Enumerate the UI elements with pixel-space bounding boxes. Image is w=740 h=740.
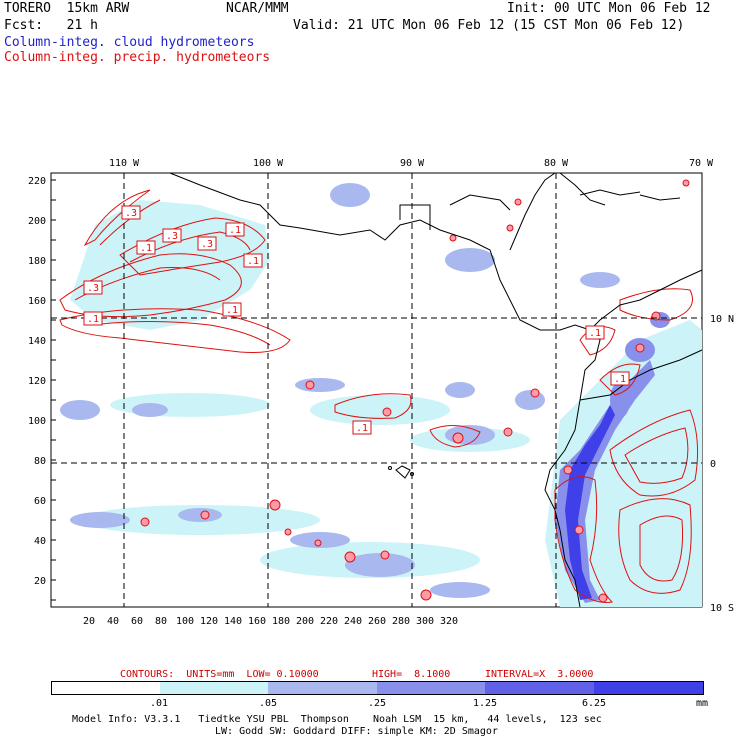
svg-text:.1: .1 <box>140 243 152 254</box>
y-tick-label: 200 <box>28 216 46 227</box>
colorbar-segment <box>268 682 377 694</box>
lon-label-90w: 90 W <box>400 158 425 169</box>
colorbar-segment <box>594 682 703 694</box>
x-tick-label: 40 <box>107 616 119 627</box>
x-tick-label: 320 <box>440 616 458 627</box>
lon-label-80w: 80 W <box>544 158 569 169</box>
model-info: Model Info: V3.3.1 Tiedtke YSU PBL Thomp… <box>72 714 602 725</box>
precip-contours <box>59 189 699 603</box>
x-tick-label: 280 <box>392 616 410 627</box>
svg-text:.1: .1 <box>87 314 99 325</box>
contour-labels: .3 .1 .1 .3 .3 .1 .3 .1 .1 .1 .1 .1 <box>87 208 626 434</box>
x-tick-label: 140 <box>224 616 242 627</box>
x-tick-label: 120 <box>200 616 218 627</box>
coastlines <box>169 172 703 608</box>
contour-label-boxes <box>83 205 630 435</box>
lon-label-110w: 110 W <box>109 158 140 169</box>
forecast-hour: Fcst: 21 h <box>4 18 98 33</box>
lat-label-0: 0 <box>710 459 716 470</box>
field-precip-label: Column-integ. precip. hydrometeors <box>4 50 271 65</box>
x-tick-label: 60 <box>131 616 143 627</box>
colorbar-segment <box>52 682 160 694</box>
x-tick-label: 220 <box>320 616 338 627</box>
lon-label-100w: 100 W <box>253 158 284 169</box>
x-tick-label: 180 <box>272 616 290 627</box>
colorbar-unit: mm <box>695 698 709 709</box>
x-tick-label: 100 <box>176 616 194 627</box>
x-tick-label: 80 <box>155 616 167 627</box>
y-tick-label: 220 <box>28 176 46 187</box>
lat-label-10n: 10 N <box>710 314 734 325</box>
x-axis-labels: 20 40 60 80 100 120 140 160 180 200 220 … <box>83 616 458 627</box>
y-tick-label: 20 <box>34 576 46 587</box>
colorbar-segment <box>377 682 485 694</box>
x-tick-label: 20 <box>83 616 95 627</box>
axis-ticks <box>51 179 56 601</box>
x-tick-label: 260 <box>368 616 386 627</box>
svg-text:.3: .3 <box>125 208 137 219</box>
colorbar-label: .01 <box>149 698 169 709</box>
lon-label-70w: 70 W <box>689 158 714 169</box>
svg-text:.3: .3 <box>87 283 99 294</box>
model-physics: LW: Godd SW: Goddard DIFF: simple KM: 2D… <box>215 726 498 737</box>
svg-text:.1: .1 <box>356 423 368 434</box>
colorbar <box>51 681 704 695</box>
precip-cells <box>140 179 690 603</box>
y-tick-label: 80 <box>34 456 46 467</box>
contours-info: CONTOURS: UNITS=mm LOW= 0.10000 <box>120 669 319 680</box>
x-tick-label: 160 <box>248 616 266 627</box>
svg-text:.1: .1 <box>229 225 241 236</box>
y-tick-label: 180 <box>28 256 46 267</box>
valid-time: Valid: 21 UTC Mon 06 Feb 12 (15 CST Mon … <box>293 18 685 33</box>
x-tick-label: 200 <box>296 616 314 627</box>
model-title: TORERO 15km ARW <box>4 1 130 16</box>
colorbar-segment <box>485 682 594 694</box>
svg-text:.3: .3 <box>201 239 213 250</box>
colorbar-label: .25 <box>367 698 387 709</box>
y-tick-label: 120 <box>28 376 46 387</box>
colorbar-segment <box>160 682 268 694</box>
y-tick-label: 100 <box>28 416 46 427</box>
lat-label-10s: 10 S <box>710 603 734 614</box>
colorbar-label: 6.25 <box>581 698 607 709</box>
y-axis-labels: 220 200 180 160 140 120 100 80 60 40 20 <box>28 176 46 587</box>
organization: NCAR/MMM <box>226 1 289 16</box>
x-tick-label: 240 <box>344 616 362 627</box>
svg-text:.1: .1 <box>589 328 601 339</box>
contours-interval: INTERVAL=X 3.0000 <box>485 669 594 680</box>
y-tick-label: 160 <box>28 296 46 307</box>
y-tick-label: 140 <box>28 336 46 347</box>
x-tick-label: 300 <box>416 616 434 627</box>
colorbar-label: 1.25 <box>472 698 498 709</box>
y-tick-label: 60 <box>34 496 46 507</box>
y-tick-label: 40 <box>34 536 46 547</box>
svg-text:.1: .1 <box>226 305 238 316</box>
contours-high: HIGH= 8.1000 <box>372 669 451 680</box>
cloud-shading-heavy <box>60 183 670 603</box>
forecast-map: .3 .1 .1 .3 .3 .1 .3 .1 .1 .1 .1 .1 110 … <box>28 158 734 627</box>
svg-text:.1: .1 <box>614 374 626 385</box>
latlon-grid <box>51 173 702 607</box>
colorbar-label: .05 <box>258 698 278 709</box>
init-time: Init: 00 UTC Mon 06 Feb 12 <box>507 1 711 16</box>
field-cloud-label: Column-integ. cloud hydrometeors <box>4 35 255 50</box>
svg-text:.3: .3 <box>166 231 178 242</box>
svg-text:.1: .1 <box>247 256 259 267</box>
